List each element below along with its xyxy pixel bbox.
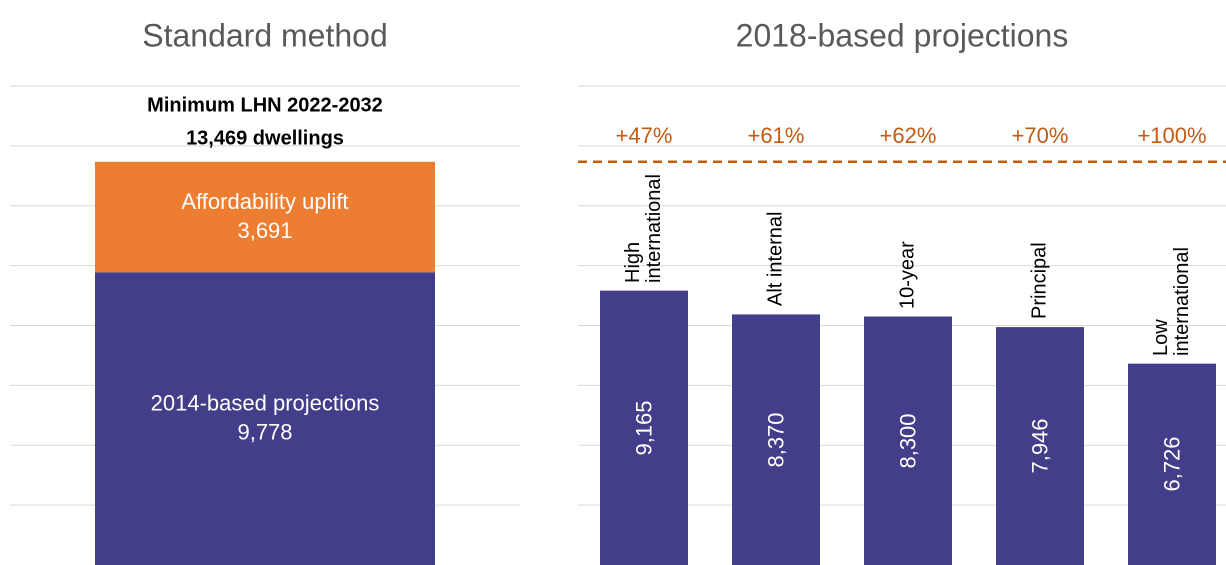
value-label: 9,778 <box>237 419 292 444</box>
bar <box>600 290 688 565</box>
chart-title: 2018-based projections <box>736 17 1069 53</box>
value-label: 8,370 <box>763 412 789 468</box>
bar-segment <box>95 272 435 565</box>
bar <box>996 327 1084 565</box>
category-label: Principal <box>1028 242 1051 320</box>
bar <box>1128 363 1216 565</box>
annotation: +62% <box>880 123 937 148</box>
value-label: 9,165 <box>631 400 657 456</box>
bar-segment <box>95 161 435 273</box>
annotation: Minimum LHN 2022-2032 <box>147 94 383 116</box>
annotation: +70% <box>1012 123 1069 148</box>
value-label: 8,300 <box>895 413 921 469</box>
category-label: Alt internal <box>764 211 787 307</box>
annotation: +61% <box>748 123 805 148</box>
segment-label: Affordability uplift <box>181 189 348 214</box>
annotation: 13,469 dwellings <box>186 127 344 149</box>
bar <box>864 316 952 565</box>
category-label: Low international <box>1150 246 1193 356</box>
annotation: +100% <box>1137 123 1206 148</box>
value-label: 6,726 <box>1159 436 1185 492</box>
value-label: 7,946 <box>1027 418 1053 474</box>
annotation: +47% <box>616 123 673 148</box>
segment-label: 2014-based projections <box>151 390 380 415</box>
value-label: 3,691 <box>237 218 292 243</box>
category-label: 10-year <box>896 240 919 309</box>
chart-title: Standard method <box>142 17 388 53</box>
bar <box>732 314 820 565</box>
category-label: High international <box>622 173 665 283</box>
